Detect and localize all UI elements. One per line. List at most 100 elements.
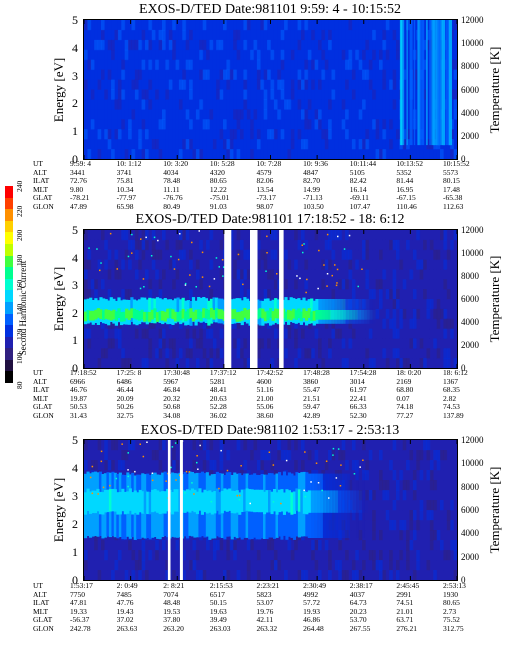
heatmap-cell [372, 39, 377, 51]
heatmap-cell [209, 119, 214, 130]
heatmap-cell [290, 348, 295, 359]
heatmap-cell [372, 29, 377, 41]
heatmap-cell [345, 540, 349, 551]
heatmap-cell [341, 279, 346, 290]
heatmap-band [199, 297, 203, 323]
heatmap-cell [84, 269, 88, 280]
heatmap-cell [280, 59, 285, 71]
ephemeris-value: 10: 3:20 [163, 159, 189, 168]
heatmap-cell [195, 440, 200, 451]
heatmap-cell [229, 119, 234, 130]
heatmap-cell [243, 279, 248, 290]
heatmap-cell [124, 259, 129, 270]
heatmap-cell [84, 49, 88, 61]
heatmap-cell [253, 20, 258, 31]
heatmap-band [212, 309, 216, 320]
heatmap-cell [396, 239, 400, 251]
heatmap-band [287, 309, 291, 320]
heatmap-cell [396, 139, 400, 150]
heatmap-cell [250, 39, 255, 51]
heatmap-cell [256, 149, 261, 159]
heatmap-cell [334, 79, 339, 90]
heatmap-cell [440, 358, 444, 368]
heatmap-cell [128, 59, 132, 71]
heatmap-cell [246, 550, 251, 561]
heatmap-cell [131, 230, 136, 241]
heatmap-cell [84, 550, 88, 561]
heatmap-cell [321, 440, 326, 451]
heatmap-cell [321, 249, 326, 261]
heatmap-cell [392, 289, 397, 300]
heatmap-cell [294, 20, 299, 31]
heatmap-cell [233, 59, 238, 71]
heatmap-cell [392, 109, 397, 120]
heatmap-cell [243, 129, 248, 140]
heatmap-cell [138, 328, 143, 339]
heatmap-speckle [337, 235, 339, 238]
heatmap-cell [212, 279, 217, 290]
heatmap-cell [351, 49, 356, 61]
heatmap-cell [145, 348, 149, 359]
heatmap-cell [446, 289, 451, 300]
heatmap-cell [318, 440, 322, 451]
heatmap-cell [162, 230, 166, 241]
heatmap-cell [379, 279, 383, 290]
heatmap-cell [162, 99, 166, 110]
heatmap-cell [362, 269, 366, 280]
heatmap-cell [372, 570, 377, 580]
heatmap-cell [111, 79, 115, 90]
heatmap-cell [104, 39, 109, 51]
heatmap-cell [260, 328, 265, 339]
heatmap-cell [375, 119, 380, 130]
heatmap-cell [165, 89, 170, 100]
heatmap-cell [294, 440, 299, 451]
heatmap-band [312, 311, 316, 321]
heatmap-cell [199, 440, 204, 451]
heatmap-cell [101, 39, 105, 51]
heatmap-cell [158, 338, 163, 349]
heatmap-cell [406, 470, 410, 481]
heatmap-cell [440, 318, 444, 330]
heatmap-cell [84, 239, 88, 251]
heatmap-cell [168, 338, 173, 349]
heatmap-cell [423, 259, 427, 270]
heatmap-cell [375, 540, 380, 551]
heatmap-cell [389, 550, 394, 561]
heatmap-cell [189, 89, 193, 100]
heatmap-cell [128, 279, 132, 290]
heatmap-cell [426, 239, 431, 251]
heatmap-speckle [100, 262, 102, 264]
heatmap-cell [107, 49, 112, 61]
heatmap-cell [145, 259, 149, 270]
heatmap-cell [107, 460, 112, 471]
heatmap-band [289, 297, 293, 322]
heatmap-feature [448, 20, 452, 146]
heatmap-cell [419, 269, 424, 280]
heatmap-cell [256, 440, 261, 451]
heatmap-cell [297, 460, 302, 471]
heatmap-cell [162, 269, 166, 280]
heatmap-cell [229, 230, 234, 241]
heatmap-cell [246, 69, 251, 80]
heatmap-cell [314, 570, 319, 580]
heatmap-cell [358, 59, 363, 71]
heatmap-cell [382, 20, 387, 31]
heatmap-cell [351, 279, 356, 290]
heatmap-cell [341, 500, 346, 511]
heatmap-cell [138, 338, 143, 349]
heatmap-cell [382, 259, 387, 270]
heatmap-cell [148, 249, 153, 261]
heatmap-cell [365, 289, 370, 300]
heatmap-cell [168, 259, 173, 270]
heatmap-cell [453, 109, 457, 120]
heatmap-cell [124, 540, 129, 551]
heatmap-band [91, 310, 95, 321]
heatmap-cell [131, 540, 136, 551]
heatmap-cell [114, 450, 119, 461]
heatmap-cell [128, 550, 132, 561]
heatmap-cell [162, 560, 166, 571]
heatmap-cell [192, 109, 197, 120]
ephemeris-value: 46.44 [116, 385, 134, 395]
heatmap-cell [341, 338, 346, 349]
heatmap-cell [94, 139, 99, 150]
